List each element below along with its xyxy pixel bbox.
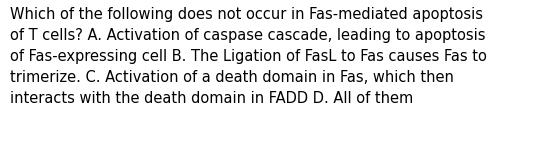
Text: Which of the following does not occur in Fas-mediated apoptosis
of T cells? A. A: Which of the following does not occur in… (10, 7, 487, 106)
